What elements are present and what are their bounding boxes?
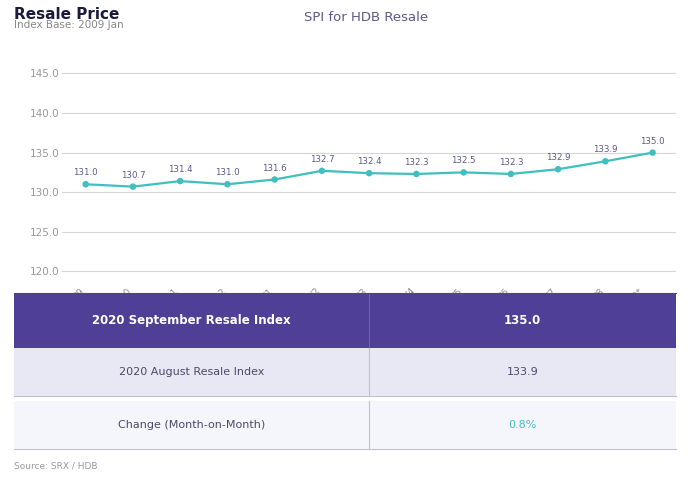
- Point: [505, 170, 516, 178]
- Text: 0.8%: 0.8%: [509, 420, 537, 430]
- Point: [458, 168, 469, 176]
- Point: [269, 176, 280, 183]
- Text: 132.5: 132.5: [451, 156, 476, 166]
- Text: 133.9: 133.9: [593, 145, 618, 155]
- Text: 135.0: 135.0: [504, 314, 541, 327]
- Text: 130.7: 130.7: [121, 171, 146, 180]
- Text: 131.4: 131.4: [168, 165, 193, 174]
- Text: 131.0: 131.0: [73, 168, 98, 177]
- Point: [647, 149, 658, 156]
- Text: 132.9: 132.9: [546, 153, 571, 162]
- Text: 132.4: 132.4: [357, 157, 382, 166]
- Text: 131.6: 131.6: [262, 164, 287, 172]
- Text: 132.3: 132.3: [404, 158, 428, 167]
- Text: Source: SRX / HDB: Source: SRX / HDB: [14, 461, 97, 470]
- Point: [411, 170, 422, 178]
- Text: 2020 August Resale Index: 2020 August Resale Index: [119, 367, 264, 377]
- Point: [128, 183, 139, 191]
- Point: [80, 180, 91, 188]
- Text: 132.7: 132.7: [310, 155, 334, 164]
- Text: SPI for HDB Resale: SPI for HDB Resale: [304, 11, 428, 24]
- Text: 135.0: 135.0: [640, 137, 665, 145]
- Text: Resale Price: Resale Price: [14, 7, 119, 22]
- Text: 133.9: 133.9: [506, 367, 539, 377]
- Point: [222, 180, 233, 188]
- Point: [553, 166, 564, 173]
- Point: [364, 169, 375, 177]
- Text: Change (Month-on-Month): Change (Month-on-Month): [118, 420, 265, 430]
- Text: Index Base: 2009 Jan: Index Base: 2009 Jan: [14, 20, 124, 30]
- Text: 132.3: 132.3: [499, 158, 523, 167]
- Point: [175, 177, 186, 185]
- Point: [317, 167, 328, 175]
- Text: 131.0: 131.0: [215, 168, 239, 177]
- Point: [600, 157, 611, 165]
- Text: 2020 September Resale Index: 2020 September Resale Index: [92, 314, 290, 327]
